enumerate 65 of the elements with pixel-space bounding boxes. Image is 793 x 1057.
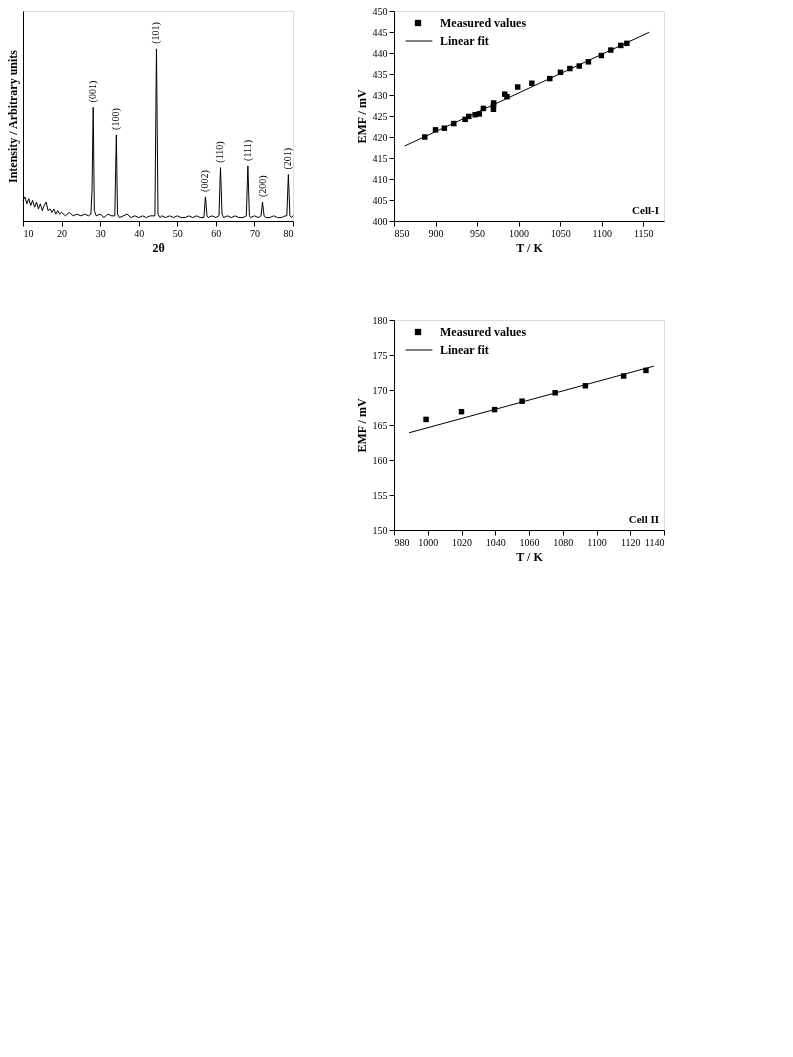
y-tick-label: 400 — [372, 215, 388, 227]
annotation: (201) — [282, 147, 295, 170]
y-tick-label: 175 — [372, 349, 388, 361]
x-tick-label: 10 — [23, 227, 34, 239]
x-tick-label: 1100 — [592, 227, 613, 239]
x-tick-label: 1080 — [553, 536, 574, 548]
legend-label: Measured values — [440, 16, 527, 30]
y-tick-label: 170 — [372, 384, 388, 396]
x-tick-label: 1100 — [587, 536, 607, 548]
x-tick-label: 1120 — [620, 536, 641, 548]
annotation: Cell-I — [632, 204, 659, 216]
y-tick-label: 160 — [372, 454, 388, 466]
x-tick-label: 850 — [394, 227, 410, 239]
x-tick-label: 70 — [249, 227, 260, 239]
y-tick-label: 435 — [372, 68, 388, 80]
annotation: (001) — [87, 80, 100, 103]
y-tick-label: 415 — [372, 152, 388, 164]
annotation: (111) — [241, 140, 254, 161]
x-tick-label: 980 — [394, 536, 410, 548]
y-tick-label: 150 — [372, 524, 388, 536]
annotation: (110) — [214, 141, 227, 163]
x-tick-label: 30 — [95, 227, 106, 239]
y-tick-label: 405 — [372, 194, 388, 206]
x-tick-label: 1020 — [452, 536, 472, 548]
x-axis-title: T / K — [516, 549, 544, 564]
y-tick-label: 425 — [372, 110, 388, 122]
y-axis-title: EMF / mV — [354, 89, 369, 144]
point — [514, 84, 521, 90]
y-axis-title: Intensity / Arbitrary units — [5, 49, 20, 184]
legend-label: Linear fit — [440, 343, 489, 357]
legend-label: Measured values — [440, 325, 527, 339]
x-tick-label: 40 — [134, 227, 145, 239]
x-tick-label: 1040 — [485, 536, 506, 548]
x-tick-label: 1060 — [519, 536, 540, 548]
x-tick-label: 60 — [211, 227, 222, 239]
y-tick-label: 155 — [372, 489, 388, 501]
x-axis-title: T / K — [516, 240, 544, 255]
x-tick-label: 1150 — [633, 227, 654, 239]
y-tick-label: 450 — [372, 5, 388, 17]
x-tick-label: 1140 — [644, 536, 665, 548]
x-tick-label: 50 — [172, 227, 183, 239]
x-axis-title: 2θ — [152, 240, 165, 255]
x-tick-label: 1050 — [550, 227, 571, 239]
annotation: (002) — [199, 170, 212, 192]
annotation: (100) — [110, 108, 123, 130]
y-tick-label: 445 — [372, 26, 388, 38]
x-tick-label: 1000 — [509, 227, 530, 239]
y-tick-label: 410 — [372, 173, 388, 185]
y-axis-title: EMF / mV — [354, 398, 369, 453]
x-tick-label: 900 — [428, 227, 444, 239]
y-tick-label: 420 — [372, 131, 388, 143]
annotation: Cell II — [628, 513, 659, 525]
x-tick-label: 20 — [57, 227, 68, 239]
annotation: (101) — [150, 22, 163, 44]
point — [608, 47, 614, 53]
y-tick-label: 440 — [372, 47, 388, 59]
x-tick-label: 1000 — [418, 536, 439, 548]
legend-label: Linear fit — [440, 34, 489, 48]
y-tick-label: 430 — [372, 89, 388, 101]
y-tick-label: 180 — [372, 314, 388, 326]
point — [529, 80, 535, 86]
y-tick-label: 165 — [372, 419, 388, 431]
annotation: (200) — [256, 175, 269, 198]
x-tick-label: 950 — [470, 227, 486, 239]
x-tick-label: 80 — [283, 227, 294, 239]
